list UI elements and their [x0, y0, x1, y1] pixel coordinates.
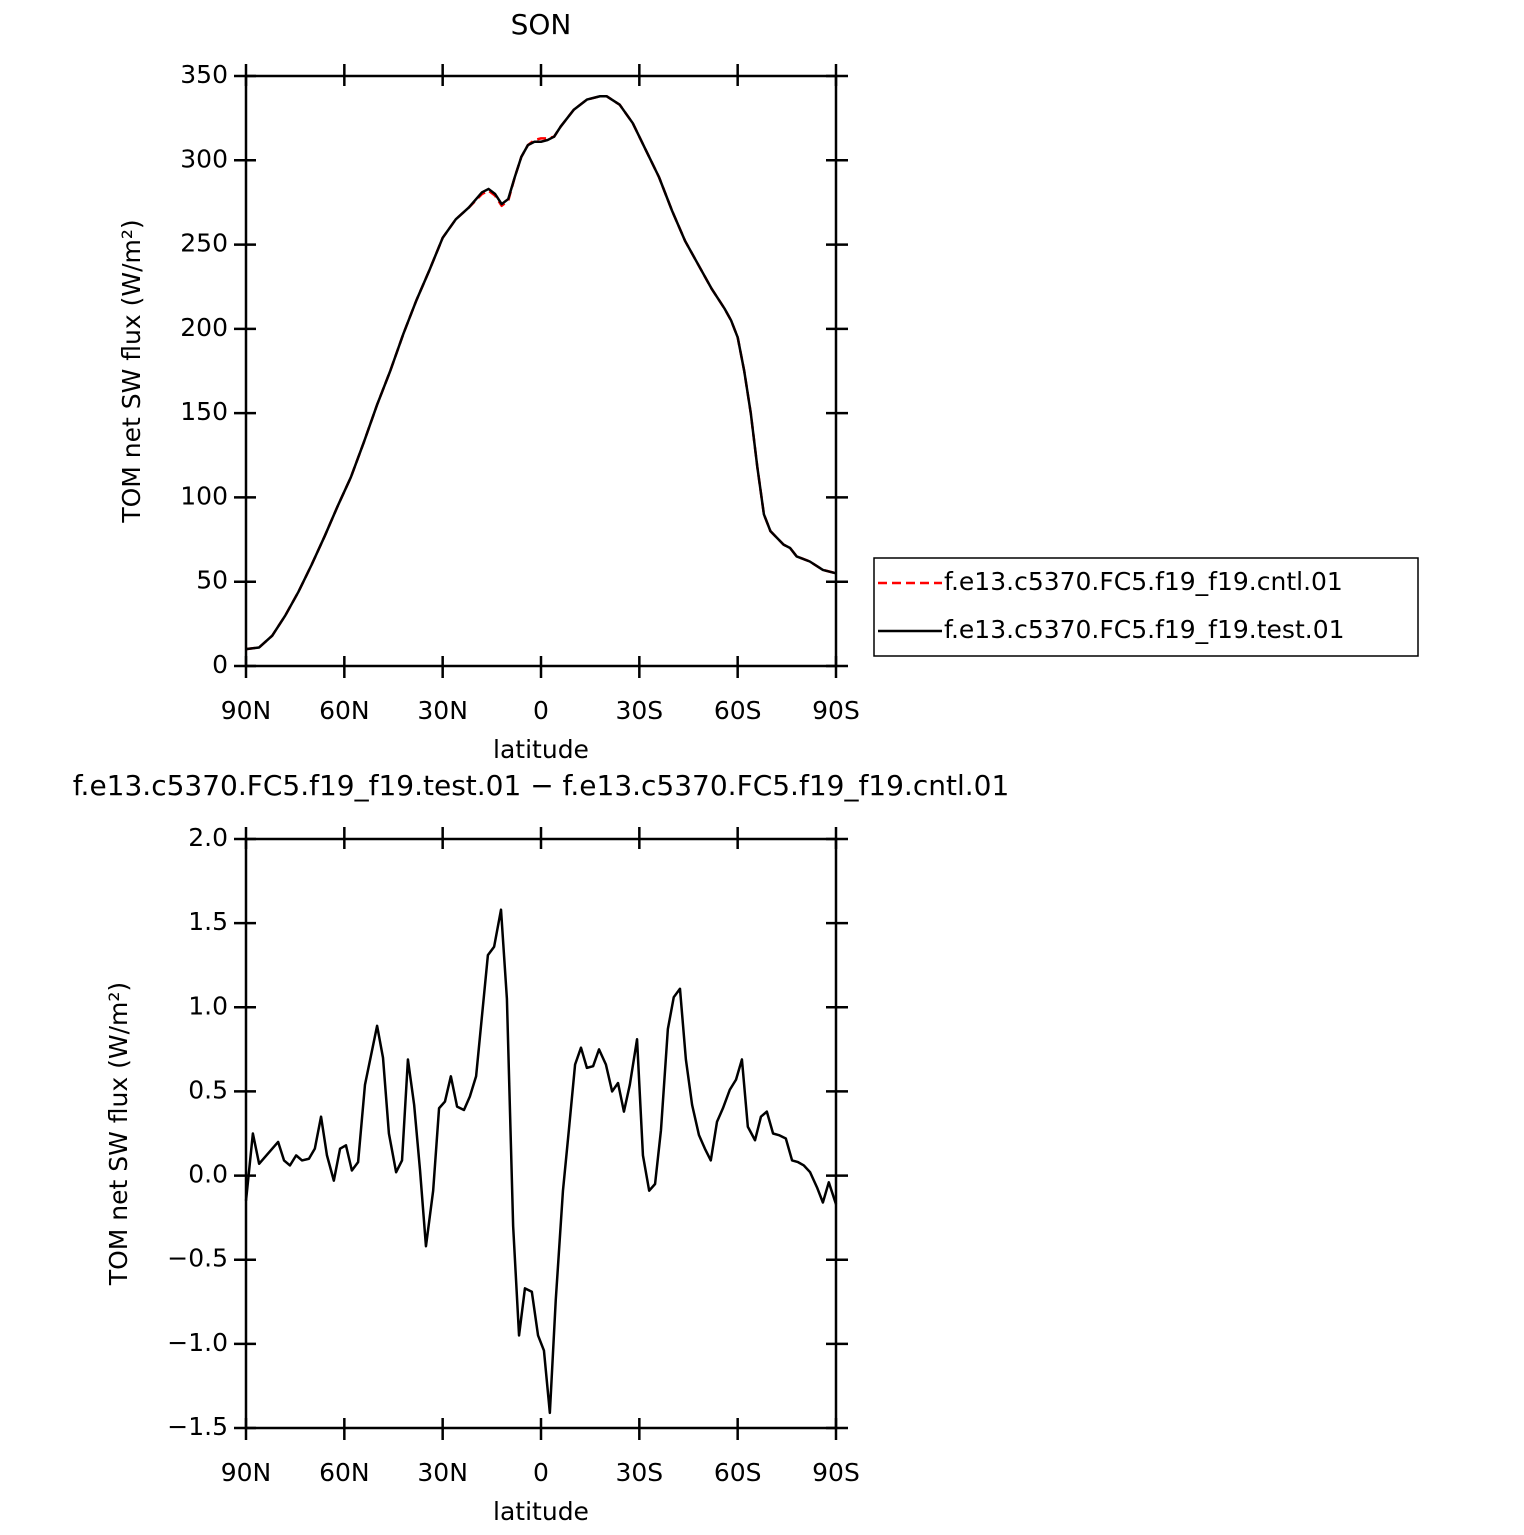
y-tick-label: 250: [180, 229, 228, 258]
x-tick-label: 60N: [319, 1458, 370, 1487]
y-tick-label: 200: [180, 313, 228, 342]
x-tick-label: 90S: [812, 1458, 860, 1487]
x-tick-label: 90S: [812, 696, 860, 725]
y-tick-label: 0: [212, 650, 228, 679]
plot-frame: [244, 74, 838, 668]
x-axis-label: latitude: [493, 735, 589, 764]
y-tick-label: 0.5: [188, 1075, 228, 1104]
data-line: [244, 908, 838, 1415]
y-tick-label: 1.5: [188, 907, 228, 936]
y-tick-label: 2.0: [188, 823, 228, 852]
x-tick-label: 0: [533, 696, 549, 725]
y-tick-label: 300: [180, 144, 228, 173]
y-tick-label: 0.0: [188, 1160, 228, 1189]
chart-title: f.e13.c5370.FC5.f19_f19.test.01 − f.e13.…: [73, 769, 1010, 802]
x-tick-label: 60N: [319, 696, 370, 725]
x-tick-label: 60S: [714, 1458, 762, 1487]
y-tick-label: −1.0: [167, 1328, 228, 1357]
x-tick-label: 30N: [417, 1458, 468, 1487]
y-tick-label: −1.5: [167, 1412, 228, 1441]
x-axis-label: latitude: [493, 1497, 589, 1526]
y-tick-label: 150: [180, 397, 228, 426]
legend-label: f.e13.c5370.FC5.f19_f19.cntl.01: [944, 567, 1343, 596]
x-tick-label: 30S: [615, 1458, 663, 1487]
y-axis-label: TOM net SW flux (W/m²): [104, 982, 133, 1286]
y-tick-label: −0.5: [167, 1244, 228, 1273]
legend-box: [873, 557, 1419, 657]
chart-title: SON: [511, 8, 572, 41]
x-tick-label: 0: [533, 1458, 549, 1487]
y-axis-label: TOM net SW flux (W/m²): [117, 219, 146, 523]
y-tick-label: 100: [180, 481, 228, 510]
y-tick-label: 50: [196, 566, 228, 595]
x-tick-label: 60S: [714, 696, 762, 725]
x-tick-label: 30S: [615, 696, 663, 725]
y-tick-label: 1.0: [188, 991, 228, 1020]
legend-label: f.e13.c5370.FC5.f19_f19.test.01: [944, 615, 1345, 644]
x-tick-label: 90N: [221, 1458, 272, 1487]
x-tick-label: 30N: [417, 696, 468, 725]
x-tick-label: 90N: [221, 696, 272, 725]
data-line: [245, 94, 837, 651]
plot-frame: [244, 837, 838, 1430]
data-line: [245, 94, 837, 651]
y-tick-label: 350: [180, 60, 228, 89]
